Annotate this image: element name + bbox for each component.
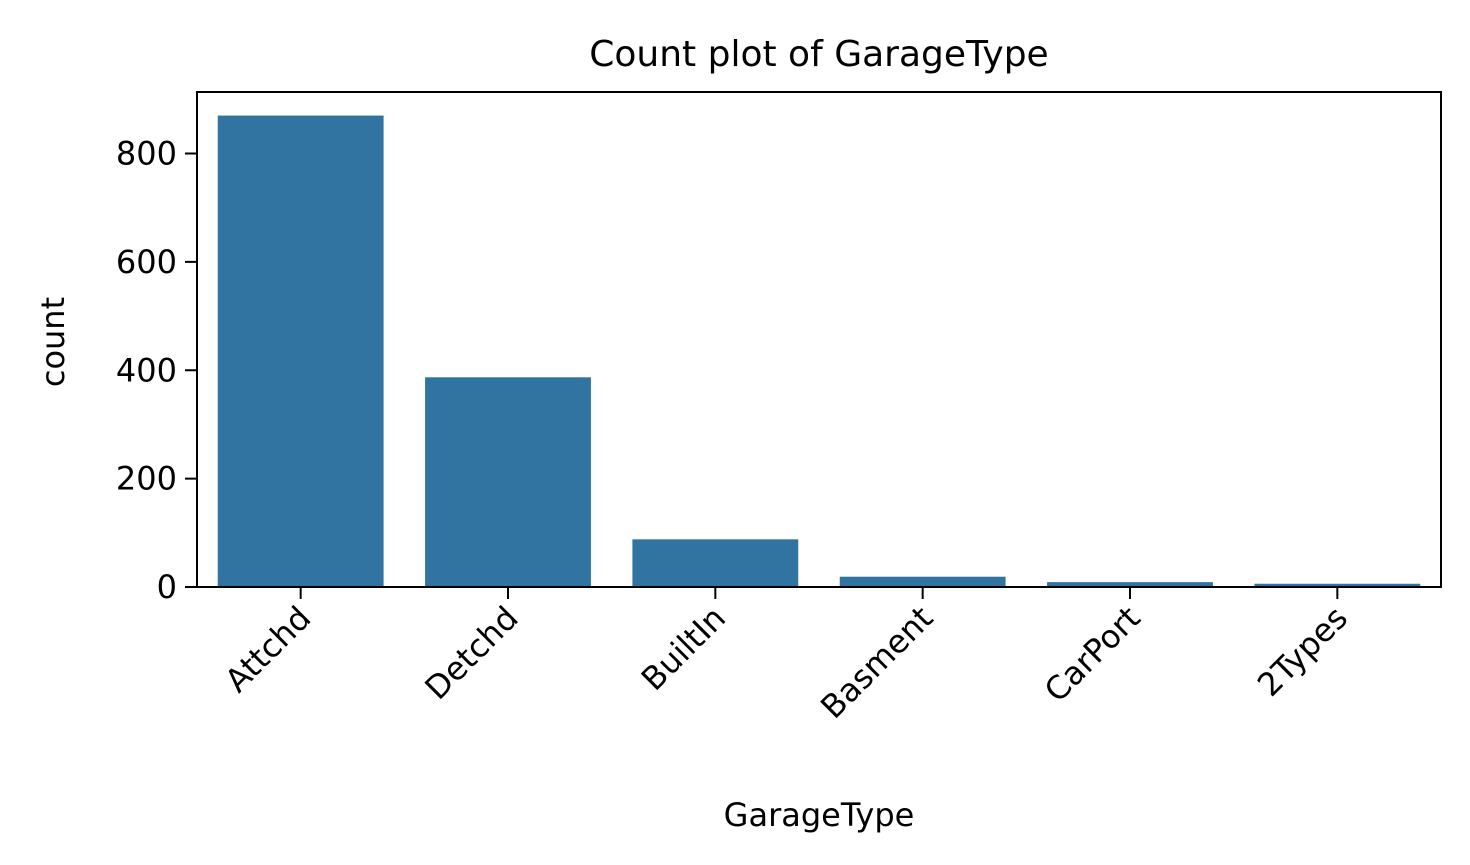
plot-area: [217, 115, 1421, 588]
bar-builtin: [632, 539, 799, 587]
x-tick-label-basment: Basment: [813, 599, 940, 726]
bar-attchd: [217, 115, 384, 588]
x-tick-label-detchd: Detchd: [417, 599, 525, 707]
bar-detchd: [425, 377, 591, 587]
y-axis-label: count: [34, 297, 72, 387]
x-axis-label: GarageType: [724, 796, 915, 834]
x-tick-label-attchd: Attchd: [217, 599, 318, 700]
x-tick-label-builtin: BuiltIn: [634, 599, 733, 698]
bar-carport: [1047, 582, 1213, 587]
y-tick-label-0: 0: [157, 568, 177, 606]
bar-basment: [839, 576, 1006, 587]
x-tick-label-2types: 2Types: [1250, 599, 1355, 704]
y-tick-label-400: 400: [116, 351, 177, 389]
y-tick-label-200: 200: [116, 460, 177, 498]
bar-2types: [1254, 583, 1421, 587]
y-tick-label-600: 600: [116, 243, 177, 281]
y-tick-label-800: 800: [116, 135, 177, 173]
chart-title: Count plot of GarageType: [589, 34, 1048, 75]
x-tick-label-carport: CarPort: [1037, 599, 1148, 710]
axes-frame: [196, 91, 1442, 588]
